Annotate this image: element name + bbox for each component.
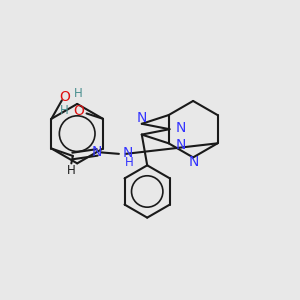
Text: N: N xyxy=(92,146,102,159)
Text: N: N xyxy=(175,138,186,152)
Text: N: N xyxy=(122,146,133,160)
Text: O: O xyxy=(59,90,70,104)
Text: H: H xyxy=(74,87,82,100)
Text: N: N xyxy=(188,155,199,169)
Text: N: N xyxy=(176,121,186,135)
Text: H: H xyxy=(125,156,134,169)
Text: H: H xyxy=(67,164,76,177)
Text: O: O xyxy=(73,104,84,118)
Text: N: N xyxy=(136,112,147,125)
Text: H: H xyxy=(59,104,68,117)
